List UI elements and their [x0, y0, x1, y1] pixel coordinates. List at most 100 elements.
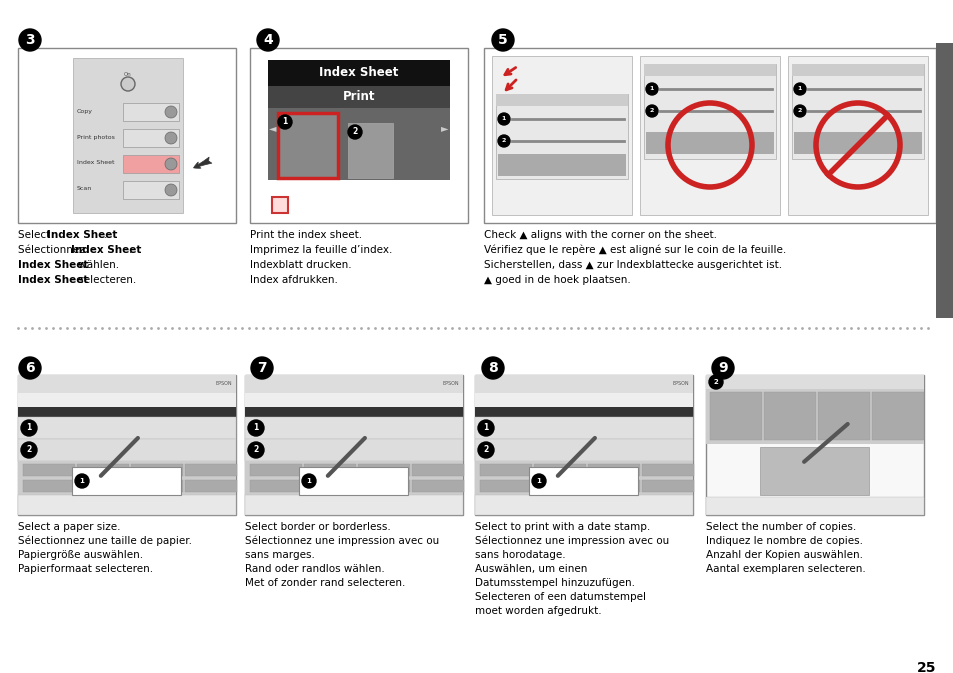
Text: Scan: Scan — [77, 186, 92, 192]
Text: Indiquez le nombre de copies.: Indiquez le nombre de copies. — [705, 536, 862, 546]
Text: 1: 1 — [27, 423, 31, 433]
Bar — [787, 56, 927, 215]
Bar — [245, 407, 462, 417]
Text: 2: 2 — [713, 379, 718, 385]
Text: 1: 1 — [797, 87, 801, 92]
Bar — [277, 113, 337, 178]
Circle shape — [251, 357, 273, 379]
Bar — [645, 132, 773, 154]
Text: 1: 1 — [483, 423, 488, 433]
Text: 1: 1 — [501, 116, 506, 122]
Bar — [18, 461, 235, 495]
Text: 1: 1 — [649, 87, 654, 92]
Text: Check ▲ aligns with the corner on the sheet.: Check ▲ aligns with the corner on the sh… — [483, 230, 717, 240]
Bar — [793, 132, 921, 154]
Text: Sélectionnez une impression avec ou: Sélectionnez une impression avec ou — [245, 536, 438, 546]
Bar — [496, 94, 627, 179]
Text: 2: 2 — [649, 108, 654, 114]
Text: 2: 2 — [483, 446, 488, 454]
Bar — [643, 64, 775, 76]
Bar — [245, 439, 462, 461]
Bar — [475, 461, 692, 495]
Text: 5: 5 — [497, 33, 507, 47]
Bar — [475, 375, 692, 393]
Circle shape — [492, 29, 514, 51]
Text: Sélectionnez une taille de papier.: Sélectionnez une taille de papier. — [18, 536, 192, 546]
Text: Imprimez la feuille d’index.: Imprimez la feuille d’index. — [250, 245, 392, 255]
Bar — [412, 480, 463, 492]
Bar — [643, 64, 775, 159]
Text: 2: 2 — [253, 446, 258, 454]
Bar — [357, 480, 410, 492]
Text: Print photos: Print photos — [77, 135, 114, 139]
Bar — [587, 480, 639, 492]
Circle shape — [248, 442, 264, 458]
Text: Index Sheet: Index Sheet — [18, 275, 89, 285]
Text: Copy: Copy — [77, 108, 92, 114]
Bar — [123, 181, 179, 199]
Bar — [534, 480, 585, 492]
Text: 7: 7 — [257, 361, 267, 375]
Text: .: . — [129, 245, 132, 255]
Circle shape — [277, 115, 292, 129]
Text: .: . — [104, 230, 107, 240]
Bar — [304, 464, 355, 476]
Text: 6: 6 — [25, 361, 34, 375]
Text: moet worden afgedrukt.: moet worden afgedrukt. — [475, 606, 601, 616]
Text: 8: 8 — [488, 361, 497, 375]
Bar — [18, 439, 235, 461]
Text: Met of zonder rand selecteren.: Met of zonder rand selecteren. — [245, 578, 405, 588]
Text: 2: 2 — [352, 127, 357, 137]
Bar — [250, 48, 468, 223]
Text: ►: ► — [441, 123, 448, 133]
Text: Index Sheet: Index Sheet — [47, 230, 117, 240]
Circle shape — [165, 184, 177, 196]
Circle shape — [256, 29, 278, 51]
Bar — [479, 464, 532, 476]
Text: Sélectionnez une impression avec ou: Sélectionnez une impression avec ou — [475, 536, 669, 546]
Bar — [245, 375, 462, 515]
Circle shape — [532, 474, 545, 488]
Text: sans marges.: sans marges. — [245, 550, 314, 560]
Bar — [23, 480, 75, 492]
Bar — [475, 407, 692, 417]
Bar — [705, 375, 923, 389]
Text: EPSON: EPSON — [215, 382, 232, 386]
Circle shape — [497, 135, 510, 147]
Bar — [475, 439, 692, 461]
Bar — [185, 464, 236, 476]
Bar — [18, 375, 235, 515]
Text: Papiergröße auswählen.: Papiergröße auswählen. — [18, 550, 143, 560]
Bar — [123, 129, 179, 147]
Bar — [479, 480, 532, 492]
Text: Vérifiez que le repère ▲ est aligné sur le coin de la feuille.: Vérifiez que le repère ▲ est aligné sur … — [483, 245, 785, 256]
Bar — [298, 467, 408, 495]
Bar — [245, 393, 462, 407]
Text: 9: 9 — [718, 361, 727, 375]
Bar — [18, 375, 235, 393]
Text: wählen.: wählen. — [75, 260, 119, 270]
Text: Select a paper size.: Select a paper size. — [18, 522, 120, 532]
Text: 1: 1 — [536, 478, 541, 484]
Text: EPSON: EPSON — [442, 382, 458, 386]
Circle shape — [19, 29, 41, 51]
Bar — [348, 123, 393, 178]
Text: Select border or borderless.: Select border or borderless. — [245, 522, 391, 532]
Text: Anzahl der Kopien auswählen.: Anzahl der Kopien auswählen. — [705, 550, 862, 560]
Bar — [18, 393, 235, 407]
Text: 2: 2 — [27, 446, 31, 454]
Text: Auswählen, um einen: Auswählen, um einen — [475, 564, 587, 574]
Text: ▲ goed in de hoek plaatsen.: ▲ goed in de hoek plaatsen. — [483, 275, 630, 285]
Bar — [705, 497, 923, 515]
Bar — [534, 464, 585, 476]
Bar — [709, 392, 761, 440]
Circle shape — [302, 474, 315, 488]
Text: 2: 2 — [501, 139, 506, 143]
Text: Datumsstempel hinzuzufügen.: Datumsstempel hinzuzufügen. — [475, 578, 635, 588]
Bar — [123, 155, 179, 173]
Circle shape — [645, 83, 658, 95]
Bar — [639, 56, 780, 215]
Bar — [641, 464, 693, 476]
Text: 3: 3 — [25, 33, 34, 47]
Circle shape — [19, 357, 41, 379]
